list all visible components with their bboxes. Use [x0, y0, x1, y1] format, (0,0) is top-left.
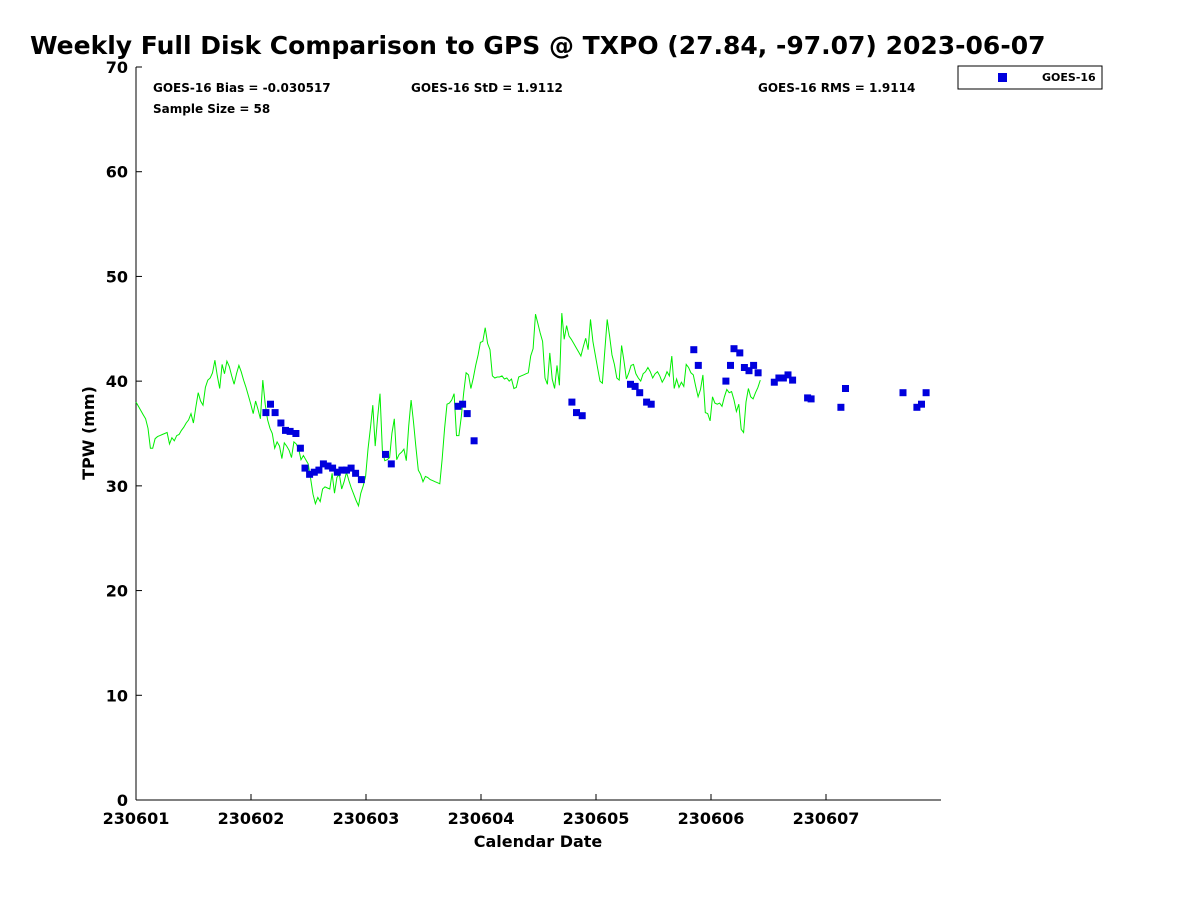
- goes-16-point: [310, 468, 318, 476]
- goes-16-point: [277, 419, 285, 427]
- goes-16-point: [387, 460, 395, 468]
- goes-16-point: [324, 462, 332, 470]
- goes-16-point: [347, 464, 355, 472]
- x-ticks: 230601 230602 230603 230604 230605 230606 2306…: [103, 794, 860, 828]
- sample-size-stat: Sample Size = 58: [153, 102, 270, 116]
- goes-16-point: [647, 400, 655, 408]
- goes-16-point: [913, 403, 921, 411]
- goes-16-point: [690, 346, 698, 354]
- goes-16-point: [315, 466, 323, 474]
- goes-16-point: [789, 376, 797, 384]
- goes-16-series: [262, 345, 930, 484]
- goes-16-point: [286, 427, 294, 435]
- goes-16-point: [779, 374, 787, 382]
- goes-16-point: [842, 385, 849, 392]
- goes-16-point: [722, 377, 730, 385]
- y-tick-label: 30: [106, 477, 128, 496]
- x-tick-label: 230605: [563, 809, 630, 828]
- goes-16-point: [730, 345, 738, 353]
- goes-16-point: [899, 389, 907, 397]
- goes-16-point: [470, 437, 478, 445]
- goes-16-point: [463, 410, 471, 418]
- y-tick-label: 10: [106, 686, 128, 705]
- y-tick-label: 70: [106, 58, 128, 77]
- x-tick-label: 230606: [678, 809, 745, 828]
- x-tick-label: 230601: [103, 809, 170, 828]
- goes-16-point: [329, 464, 337, 472]
- goes-16-point: [267, 400, 274, 408]
- goes-16-point: [352, 469, 360, 477]
- goes-16-point: [736, 349, 744, 357]
- gps-line: [135, 313, 761, 508]
- goes-16-point: [631, 382, 639, 390]
- legend-label-goes-16: GOES-16: [1042, 71, 1096, 84]
- legend-box: [957, 65, 1103, 90]
- y-tick-label: 0: [117, 791, 128, 810]
- goes-16-point: [784, 371, 792, 379]
- y-axis-label: TPW (mm): [79, 386, 98, 480]
- axes: [135, 67, 941, 801]
- goes-16-point: [357, 476, 365, 484]
- x-tick-label: 230607: [793, 809, 860, 828]
- goes-16-point: [775, 374, 783, 382]
- x-tick-label: 230603: [333, 809, 400, 828]
- goes-16-point: [636, 389, 644, 397]
- goes-16-point: [573, 409, 580, 417]
- goes-16-point: [343, 466, 350, 474]
- goes-16-point: [578, 412, 586, 420]
- goes-16-point: [922, 389, 930, 397]
- bias-stat: GOES-16 Bias = -0.030517: [153, 81, 331, 95]
- goes-16-point: [568, 398, 576, 406]
- goes-16-point: [271, 409, 279, 417]
- goes-16-point: [643, 398, 651, 406]
- goes-16-point: [306, 470, 314, 478]
- gps-series: [135, 313, 761, 508]
- goes-16-point: [292, 430, 300, 437]
- goes-16-point: [319, 460, 327, 468]
- goes-16-point: [837, 403, 845, 411]
- goes-16-point: [694, 361, 702, 369]
- goes-16-point: [459, 400, 467, 408]
- goes-16-point: [807, 395, 815, 403]
- rms-stat: GOES-16 RMS = 1.9114: [758, 81, 915, 95]
- goes-16-point: [382, 450, 389, 458]
- goes-16-point: [262, 409, 270, 417]
- goes-16-point: [296, 444, 304, 452]
- goes-16-point: [454, 402, 462, 410]
- goes-16-point: [282, 426, 289, 434]
- goes-16-point: [750, 361, 758, 369]
- x-tick-label: 230602: [218, 809, 285, 828]
- y-tick-label: 20: [106, 582, 128, 601]
- goes-16-point: [301, 464, 309, 472]
- legend: GOES-16: [957, 65, 1103, 90]
- std-stat: GOES-16 StD = 1.9112: [411, 81, 563, 95]
- y-tick-label: 60: [106, 163, 128, 182]
- goes-16-point: [627, 380, 634, 388]
- y-tick-label: 40: [106, 372, 128, 391]
- goes-16-point: [745, 367, 753, 375]
- goes-16-point: [333, 468, 341, 476]
- goes-16-point: [338, 466, 346, 474]
- x-tick-label: 230604: [448, 809, 515, 828]
- goes-16-point: [770, 378, 778, 386]
- goes-16-point: [727, 361, 734, 369]
- goes-16-point: [740, 364, 748, 371]
- goes-16-point: [754, 369, 762, 377]
- legend-marker-goes-16: [998, 73, 1007, 82]
- stats-annotations: GOES-16 Bias = -0.030517 GOES-16 StD = 1…: [153, 81, 915, 116]
- goes-16-point: [918, 400, 925, 408]
- chart-title: Weekly Full Disk Comparison to GPS @ TXP…: [30, 31, 1045, 60]
- x-axis-label: Calendar Date: [474, 832, 603, 851]
- y-ticks: 0 10 20 30 40 50 60 70: [106, 58, 142, 810]
- y-tick-label: 50: [106, 267, 128, 286]
